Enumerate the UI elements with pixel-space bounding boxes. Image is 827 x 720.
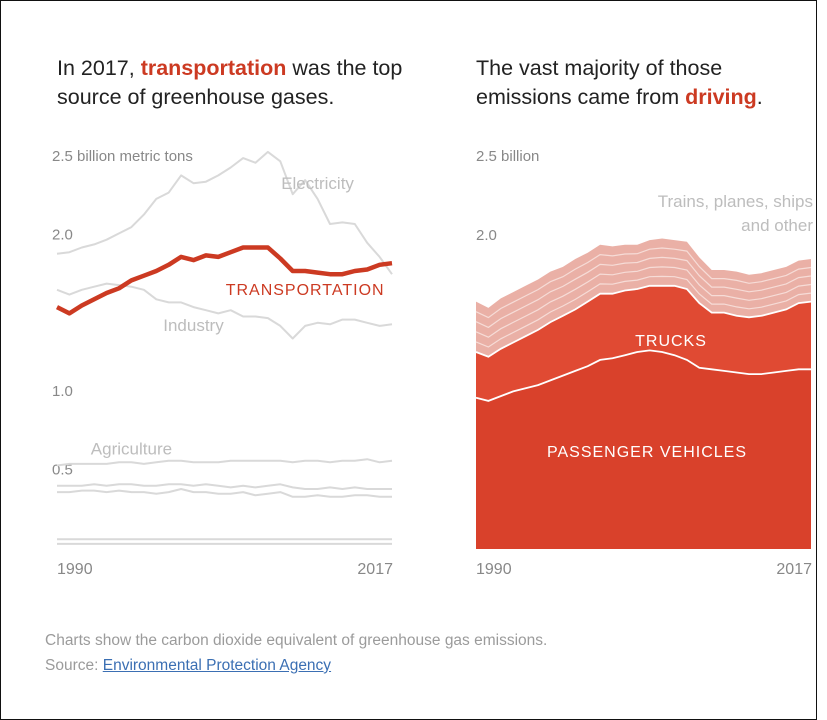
area-label-passenger-vehicles: PASSENGER VEHICLES: [547, 444, 747, 461]
series-label-transportation: TRANSPORTATION: [226, 282, 385, 299]
x-tick-label: 1990: [57, 561, 93, 578]
other-subband-line: [475, 256, 812, 329]
area-passenger-vehicles: [476, 350, 811, 549]
area-label-other: Trains, planes, ships and other: [658, 192, 814, 235]
other-subband-line: [475, 247, 812, 319]
source-link[interactable]: Environmental Protection Agency: [102, 657, 332, 674]
area-boundary: [475, 284, 812, 358]
y-tick-label: 2.5 billion metric tons: [52, 148, 193, 165]
series-label-agriculture: Agriculture: [91, 439, 172, 458]
series-line-agriculture: [56, 458, 393, 467]
series-line-unlabeled-5: [57, 488, 392, 498]
area-trucks: [476, 285, 811, 401]
left-headline: In 2017, transportation was the top sour…: [57, 56, 403, 109]
x-tick-label: 1990: [476, 561, 512, 578]
series-line-transportation: [55, 245, 393, 316]
headline-highlight: driving: [685, 85, 757, 109]
y-tick-label: 2.5 billion: [476, 148, 539, 165]
other-subband-line: [475, 275, 812, 348]
transport-area-chart: 2.5 billion 2.0 PASSENGER VEHICLES TRUCKS Tr…: [475, 148, 814, 578]
y-tick-label: 1.0: [52, 383, 73, 400]
area-label-trucks: TRUCKS: [635, 333, 707, 350]
area-boundary: [475, 349, 811, 402]
source-line: Source: Environmental Protection Agency: [45, 657, 332, 674]
right-headline: The vast majority of those emissions cam…: [476, 56, 763, 109]
area-trains-planes-ships-and-other: [476, 238, 811, 357]
series-line-industry: [56, 282, 393, 340]
y-tick-label: 2.0: [476, 227, 497, 244]
chart-note: Charts show the carbon dioxide equivalen…: [45, 632, 548, 649]
series-label-electricity: Electricity: [281, 174, 354, 193]
x-tick-label: 2017: [357, 561, 393, 578]
series-label-industry: Industry: [163, 316, 224, 335]
sector-line-chart: 2.5 billion metric tons2.01.00.5Electric…: [52, 148, 393, 578]
y-tick-label: 2.0: [52, 226, 73, 243]
series-line-electricity: [56, 150, 393, 275]
headline-highlight: transportation: [140, 56, 287, 80]
x-tick-label: 2017: [776, 561, 812, 578]
series-line-unlabeled-4: [57, 483, 392, 490]
other-subband-line: [475, 266, 812, 338]
